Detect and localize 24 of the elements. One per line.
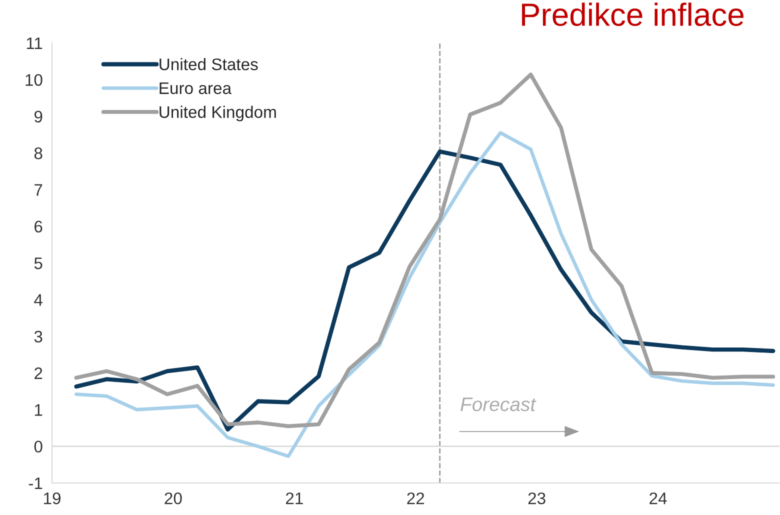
y-tick-label: 8 <box>34 147 42 160</box>
y-tick-label: 4 <box>34 294 42 306</box>
annotation: Forecast <box>460 398 536 412</box>
y-tick-label: 5 <box>34 258 42 270</box>
x-tick-label: 24 <box>650 492 667 504</box>
x-tick-label: 20 <box>164 492 182 504</box>
y-tick-label: 0 <box>34 440 42 453</box>
y-tick-label: 1 <box>34 404 42 416</box>
y-tick-label: 7 <box>34 184 42 196</box>
x-tick-label: 21 <box>286 492 303 504</box>
x-tick-label: 22 <box>407 492 424 504</box>
x-tick-label: 19 <box>44 492 60 504</box>
legend-label: United Kingdom <box>160 106 276 122</box>
y-tick-label: 3 <box>34 330 42 343</box>
y-tick-label: -1 <box>28 478 42 490</box>
y-tick-label: 6 <box>34 220 42 233</box>
chart-title: Predikce inflace <box>522 2 744 26</box>
x-tick-label: 23 <box>528 492 546 504</box>
y-tick-label: 9 <box>34 110 42 123</box>
legend-label: Euro area <box>160 82 232 94</box>
y-tick-label: 11 <box>26 38 42 50</box>
y-tick-label: 10 <box>26 74 42 86</box>
legend-label: United States <box>160 58 258 70</box>
y-tick-label: 2 <box>34 367 42 380</box>
